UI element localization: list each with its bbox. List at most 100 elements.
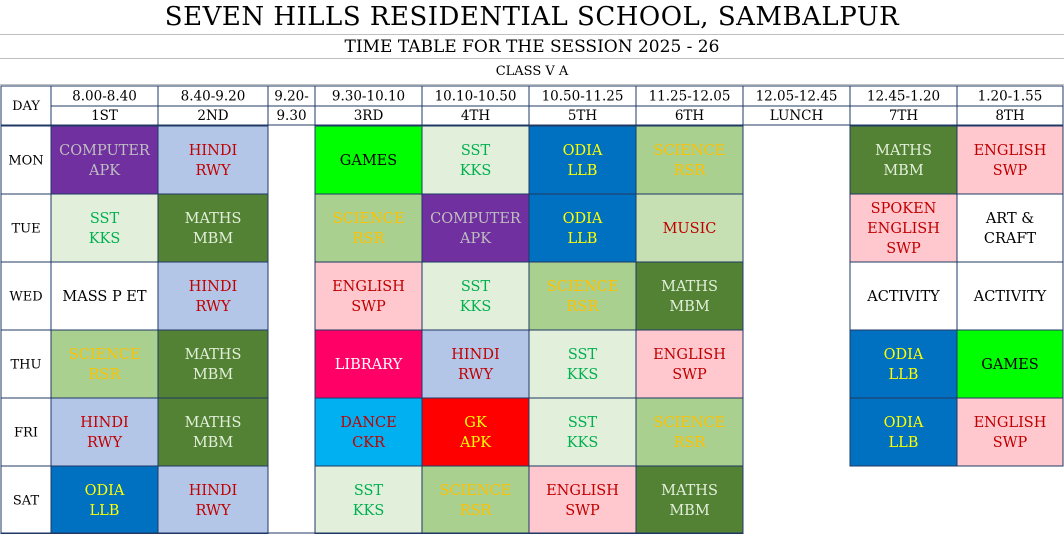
period-text: LLB xyxy=(568,163,598,179)
period-text: MBM xyxy=(883,163,924,179)
slot-time: 9.30-10.10 xyxy=(332,89,405,105)
slot-time: 9.20- xyxy=(274,89,309,105)
period-text: HINDI xyxy=(189,279,237,295)
period-text: LIBRARY xyxy=(335,357,403,373)
period-text: ODIA xyxy=(563,143,603,159)
period-cell xyxy=(50,261,159,331)
slot-time: 11.25-12.05 xyxy=(649,89,731,105)
period-text: DANCE xyxy=(340,415,396,431)
period-text: ODIA xyxy=(85,483,125,499)
period-text: HINDI xyxy=(80,415,128,431)
period-text: ACTIVITY xyxy=(866,289,940,305)
period-text: SST xyxy=(568,415,598,431)
period-text: SWP xyxy=(351,299,386,315)
period-cell xyxy=(421,465,530,534)
period-text: APK xyxy=(459,435,492,451)
period-text: MASS P ET xyxy=(62,289,146,305)
period-cell xyxy=(157,261,269,331)
period-text: APK xyxy=(88,163,121,179)
day-cell xyxy=(0,465,52,534)
period-text: RWY xyxy=(458,367,494,383)
period-cell xyxy=(50,125,159,195)
slot-time: 10.50-11.25 xyxy=(542,89,624,105)
period-cell xyxy=(50,465,159,534)
period-text: RSR xyxy=(674,163,707,179)
period-text: MBM xyxy=(669,299,710,315)
slot-period: 1ST xyxy=(91,108,118,124)
period-text: SWP xyxy=(993,435,1028,451)
day-header: DAY xyxy=(12,99,40,114)
period-cell xyxy=(157,125,269,195)
period-cell xyxy=(528,261,637,331)
period-text: RSR xyxy=(353,231,386,247)
period-text: APK xyxy=(459,231,492,247)
period-cell xyxy=(157,465,269,534)
period-text: HINDI xyxy=(189,483,237,499)
period-text: MBM xyxy=(193,367,234,383)
period-text: MUSIC xyxy=(663,221,717,237)
period-text: GAMES xyxy=(340,153,397,169)
period-cell xyxy=(421,397,530,467)
slot-time: 8.40-9.20 xyxy=(181,89,246,105)
period-text: ENGLISH xyxy=(974,415,1047,431)
period-text: RSR xyxy=(567,299,600,315)
period-text: KKS xyxy=(89,231,121,247)
period-cell xyxy=(50,397,159,467)
period-text: MATHS xyxy=(875,143,932,159)
period-text: ODIA xyxy=(884,415,924,431)
period-text: ART & xyxy=(985,211,1034,227)
session-subtitle: TIME TABLE FOR THE SESSION 2025 - 26 xyxy=(0,35,1064,59)
period-text: KKS xyxy=(567,367,599,383)
day-label: WED xyxy=(9,290,42,305)
period-text: MATHS xyxy=(661,483,718,499)
period-text: MBM xyxy=(193,435,234,451)
slot-time: 8.00-8.40 xyxy=(72,89,137,105)
period-cell xyxy=(849,261,958,331)
slot-period: 9.30 xyxy=(276,108,306,124)
period-text: ENGLISH xyxy=(867,221,940,237)
slot-period: 4TH xyxy=(461,108,491,124)
period-text: SWP xyxy=(993,163,1028,179)
period-cell xyxy=(635,465,744,534)
class-label: CLASS V A xyxy=(0,59,1064,85)
period-text: RWY xyxy=(195,503,231,519)
period-text: ODIA xyxy=(884,347,924,363)
period-cell xyxy=(635,125,744,195)
period-text: ODIA xyxy=(563,211,603,227)
school-title: SEVEN HILLS RESIDENTIAL SCHOOL, SAMBALPU… xyxy=(0,0,1064,35)
period-text: SWP xyxy=(886,241,921,257)
period-cell xyxy=(314,329,423,399)
period-text: ACTIVITY xyxy=(973,289,1047,305)
period-cell xyxy=(956,125,1064,195)
day-label: THU xyxy=(11,358,42,373)
period-text: SST xyxy=(568,347,598,363)
period-text: SCIENCE xyxy=(440,483,512,499)
period-text: KKS xyxy=(353,503,385,519)
period-cell xyxy=(50,193,159,263)
period-cell xyxy=(528,329,637,399)
period-text: SPOKEN xyxy=(871,201,937,217)
period-text: HINDI xyxy=(451,347,499,363)
period-text: CKR xyxy=(352,435,386,451)
period-cell xyxy=(157,397,269,467)
slot-time: 1.20-1.55 xyxy=(978,89,1043,105)
period-text: SWP xyxy=(565,503,600,519)
period-text: LLB xyxy=(889,435,919,451)
period-text: SCIENCE xyxy=(69,347,141,363)
period-cell xyxy=(528,193,637,263)
period-text: COMPUTER xyxy=(59,143,151,159)
period-cell xyxy=(421,329,530,399)
period-text: RWY xyxy=(87,435,123,451)
period-cell xyxy=(956,261,1064,331)
period-cell xyxy=(849,125,958,195)
period-cell xyxy=(528,465,637,534)
period-text: MBM xyxy=(193,231,234,247)
period-cell xyxy=(635,193,744,263)
period-text: SCIENCE xyxy=(654,415,726,431)
period-cell xyxy=(849,193,958,263)
day-cell xyxy=(0,397,52,467)
period-text: SCIENCE xyxy=(654,143,726,159)
period-text: MATHS xyxy=(185,347,242,363)
period-text: CRAFT xyxy=(984,231,1037,247)
